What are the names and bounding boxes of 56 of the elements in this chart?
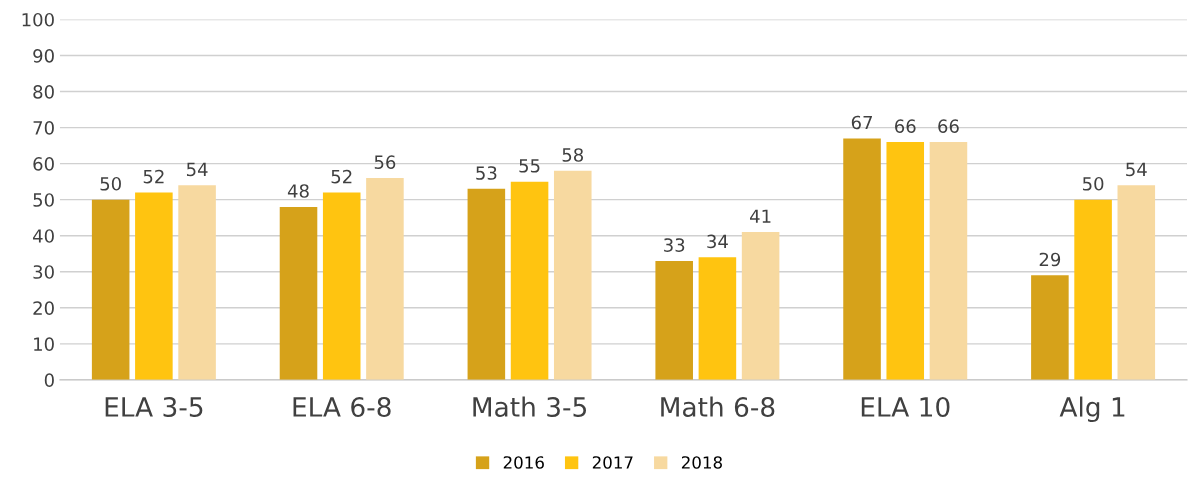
y-tick-label: 80 (33, 85, 54, 99)
x-tick-label: Alg 1 (1059, 396, 1125, 423)
data-label: 54 (186, 162, 208, 177)
data-label: 34 (707, 234, 728, 249)
y-tick-label: 70 (33, 121, 54, 135)
data-label: 56 (374, 155, 396, 169)
bar (843, 138, 881, 380)
bar (467, 188, 506, 380)
data-label: 55 (519, 159, 540, 173)
bar (929, 142, 968, 380)
bar (553, 170, 592, 380)
y-tick-label: 30 (33, 265, 54, 279)
bar (510, 181, 549, 380)
y-tick-label: 40 (33, 229, 54, 243)
data-label: 48 (287, 184, 309, 198)
data-label: 41 (750, 209, 771, 223)
data-label: 50 (100, 176, 121, 191)
bar (1117, 185, 1156, 380)
y-tick-label: 0 (44, 373, 54, 387)
legend-label: 2017 (592, 456, 633, 469)
bar (698, 257, 737, 380)
bar (1031, 275, 1069, 380)
bar (322, 192, 361, 380)
data-label: 66 (895, 119, 916, 133)
bar (279, 206, 318, 380)
y-tick-label: 100 (22, 12, 54, 27)
y-tick-label: 50 (33, 193, 54, 207)
y-tick-label: 90 (33, 48, 54, 63)
data-label: 58 (562, 148, 584, 162)
x-tick-label: ELA 6-8 (293, 396, 391, 417)
x-tick-label: Math 3-5 (473, 396, 587, 417)
bar (178, 185, 216, 380)
data-label: 33 (664, 238, 685, 252)
data-label: 53 (476, 166, 497, 180)
x-tick-label: Math 6-8 (661, 396, 775, 417)
data-label: 66 (938, 119, 959, 133)
data-label: 50 (1082, 176, 1104, 191)
data-label: 29 (1039, 252, 1061, 267)
bar (366, 178, 404, 380)
y-tick-label: 60 (33, 157, 54, 171)
bar (741, 232, 780, 380)
legend-label: 2018 (681, 456, 722, 469)
data-label: 52 (143, 169, 164, 184)
legend-label: 2016 (503, 456, 544, 469)
data-label: 54 (1126, 162, 1147, 177)
bar (655, 260, 693, 380)
bar (135, 192, 173, 380)
y-tick-label: 10 (34, 337, 54, 351)
bar (1074, 199, 1112, 380)
bar (886, 142, 925, 380)
y-tick-label: 20 (33, 301, 54, 315)
x-tick-label: ELA 3-5 (105, 396, 203, 417)
data-label: 52 (331, 169, 352, 184)
x-tick-label: ELA 10 (861, 396, 950, 417)
data-label: 67 (851, 115, 872, 130)
bar (91, 199, 130, 380)
